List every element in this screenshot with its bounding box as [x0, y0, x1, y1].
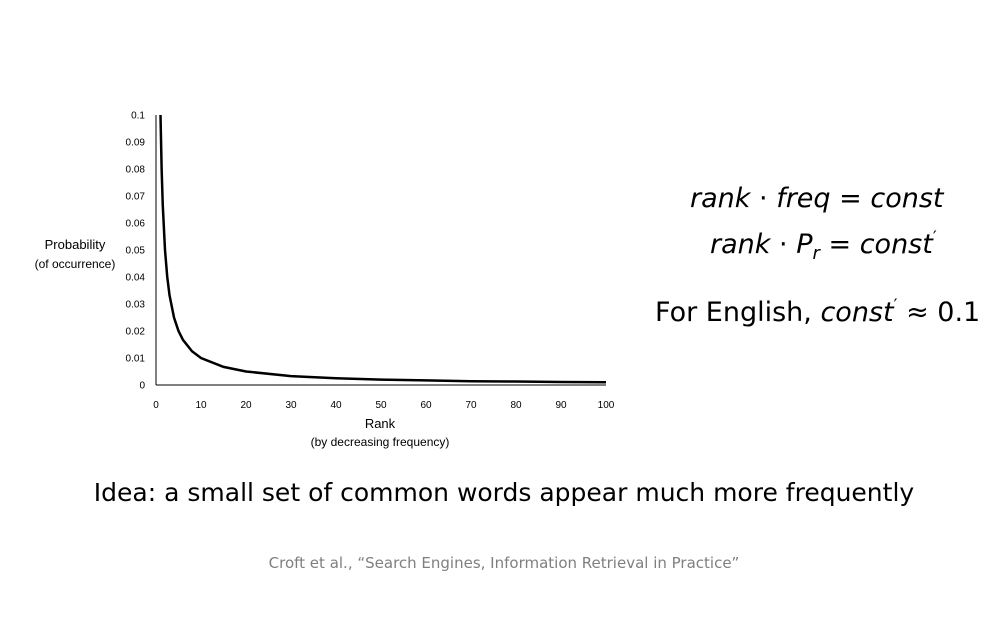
y-axis-ticks: 0 0.01 0.02 0.03 0.04 0.05 0.06 0.07 0.08 0.09 0.1 — [126, 111, 146, 392]
y-axis-subtitle: (of occurrence) — [35, 257, 116, 271]
x-tick-label: 50 — [375, 400, 387, 411]
equation-rank-probability: rank · Pr = const′ — [710, 228, 937, 263]
note-prime: ′ — [893, 296, 898, 316]
eq2-const: const — [859, 229, 933, 260]
x-tick-label: 20 — [240, 400, 252, 411]
note-prefix: For English, — [655, 297, 812, 328]
x-axis-title: Rank — [365, 416, 396, 431]
y-axis-title: Probability — [45, 237, 106, 252]
english-constant-note: For English, const′ ≈ 0.1 — [655, 297, 980, 328]
eq2-equals: = — [828, 229, 852, 260]
eq2-dot: · — [779, 229, 788, 260]
y-tick-label: 0.03 — [126, 300, 146, 311]
y-tick-label: 0.02 — [126, 327, 146, 338]
eq1-freq: freq — [776, 183, 831, 214]
y-tick-label: 0.01 — [126, 354, 146, 365]
y-tick-label: 0.04 — [126, 273, 146, 284]
y-tick-label: 0.1 — [131, 111, 145, 122]
x-tick-label: 30 — [285, 400, 297, 411]
eq1-equals: = — [839, 183, 862, 214]
idea-statement: Idea: a small set of common words appear… — [93, 478, 915, 507]
x-tick-label: 60 — [420, 400, 432, 411]
x-tick-label: 70 — [465, 400, 477, 411]
x-tick-label: 90 — [555, 400, 567, 411]
y-tick-label: 0.08 — [126, 165, 146, 176]
eq2-subscript: r — [812, 243, 820, 264]
x-tick-label: 0 — [153, 400, 159, 411]
eq1-dot: · — [759, 183, 768, 214]
y-tick-label: 0.07 — [126, 192, 146, 203]
y-tick-label: 0 — [139, 381, 145, 392]
y-tick-label: 0.09 — [126, 138, 146, 149]
x-tick-label: 40 — [330, 400, 342, 411]
note-const: const — [820, 297, 894, 328]
zipf-curve-line — [159, 114, 607, 384]
x-tick-label: 100 — [598, 400, 615, 411]
x-axis-subtitle: (by decreasing frequency) — [311, 435, 450, 449]
citation: Croft et al., “Search Engines, Informati… — [268, 554, 740, 572]
eq1-const: const — [870, 183, 944, 214]
x-axis-ticks: 0 10 20 30 40 50 60 70 80 90 100 — [153, 400, 615, 411]
x-tick-label: 10 — [195, 400, 207, 411]
zipf-chart: 0 0.01 0.02 0.03 0.04 0.05 0.06 0.07 0.08 0.09 0.1… — [35, 111, 615, 450]
eq2-rank: rank — [710, 229, 771, 260]
equation-rank-freq: rank · freq = const — [690, 183, 944, 214]
note-value: 0.1 — [937, 297, 981, 328]
x-tick-label: 80 — [510, 400, 522, 411]
eq1-rank: rank — [690, 183, 751, 214]
y-tick-label: 0.05 — [126, 246, 146, 257]
eq2-prime: ′ — [932, 228, 937, 248]
y-tick-label: 0.06 — [126, 219, 146, 230]
note-approx: ≈ — [906, 297, 929, 328]
eq2-p: P — [796, 229, 813, 260]
